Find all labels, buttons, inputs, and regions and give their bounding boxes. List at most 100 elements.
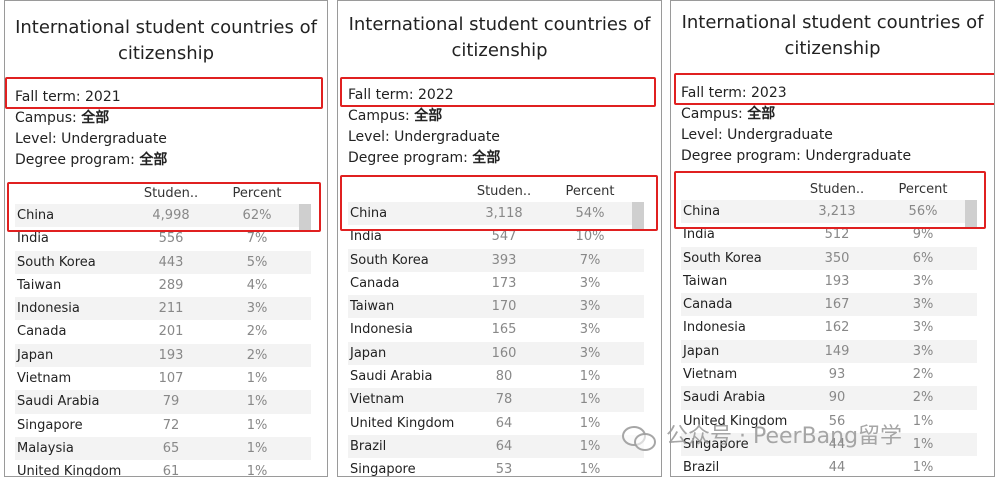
table-row[interactable]: Japan 160 3% xyxy=(348,341,644,366)
scrollbar-thumb[interactable] xyxy=(632,202,644,230)
table-row[interactable]: Indonesia 211 3% xyxy=(15,297,311,321)
table-body[interactable]: China 4,998 62% India 556 7% South Korea 443 5% T… xyxy=(15,204,311,477)
filter-degree-program[interactable]: Degree program: 全部 xyxy=(15,150,167,171)
highlight-box-fall-term xyxy=(340,77,656,107)
column-header-percent[interactable]: Percent xyxy=(898,182,948,197)
percent-cell: 1% xyxy=(579,392,601,408)
highlight-box-fall-term xyxy=(5,77,323,109)
column-header-percent[interactable]: Percent xyxy=(565,184,615,199)
country-cell: Singapore xyxy=(17,417,83,433)
filter-summary: Fall term: 2021 Campus: 全部 Level: Underg… xyxy=(15,87,167,171)
table-row[interactable]: Saudi Arabia 79 1% xyxy=(15,390,311,414)
table-row[interactable]: South Korea 393 7% xyxy=(348,248,644,272)
table-row[interactable]: United Kingdom 61 1% xyxy=(15,460,311,477)
table-row[interactable]: China 3,213 56% xyxy=(681,200,977,224)
filter-degree-program[interactable]: Degree program: 全部 xyxy=(348,148,500,169)
country-cell: Taiwan xyxy=(17,277,62,293)
table-row[interactable]: United Kingdom 64 1% xyxy=(348,412,644,435)
table-row[interactable]: Brazil 44 1% xyxy=(681,456,977,476)
percent-cell: 1% xyxy=(579,462,601,477)
table-row[interactable]: Saudi Arabia 90 2% xyxy=(681,386,977,410)
table-row[interactable]: South Korea 443 5% xyxy=(15,250,311,274)
filter-campus[interactable]: Campus: 全部 xyxy=(348,106,500,127)
scrollbar-thumb[interactable] xyxy=(299,204,311,232)
table-row[interactable]: Canada 167 3% xyxy=(681,293,977,317)
table-row[interactable]: Singapore 44 1% xyxy=(681,432,977,457)
filter-label: Level: xyxy=(15,131,62,147)
students-cell: 165 xyxy=(491,322,517,338)
table-row[interactable]: Singapore 72 1% xyxy=(15,414,311,437)
filter-campus[interactable]: Campus: 全部 xyxy=(681,104,911,125)
column-header-students[interactable]: Studen.. xyxy=(809,182,865,197)
percent-cell: 1% xyxy=(246,464,268,477)
percent-cell: 1% xyxy=(912,436,934,452)
percent-cell: 1% xyxy=(912,413,934,429)
filter-level[interactable]: Level: Undergraduate xyxy=(681,125,911,146)
table-header: Studen.. Percent xyxy=(15,183,311,204)
filter-level[interactable]: Level: Undergraduate xyxy=(15,129,167,150)
percent-cell: 62% xyxy=(242,208,272,223)
table-row[interactable]: Malaysia 65 1% xyxy=(15,436,311,461)
students-cell: 107 xyxy=(158,371,184,387)
filter-degree-program[interactable]: Degree program: Undergraduate xyxy=(681,146,911,167)
column-header-percent[interactable]: Percent xyxy=(232,186,282,201)
students-cell: 44 xyxy=(828,460,846,476)
table-row[interactable]: South Korea 350 6% xyxy=(681,246,977,270)
students-cell: 167 xyxy=(824,297,850,313)
students-cell: 93 xyxy=(828,367,846,383)
table-row[interactable]: Vietnam 93 2% xyxy=(681,363,977,386)
filter-value: 全部 xyxy=(139,152,168,168)
filter-label: Campus: xyxy=(15,110,82,126)
table-row[interactable]: United Kingdom 56 1% xyxy=(681,410,977,433)
students-cell: 53 xyxy=(495,462,513,477)
table-row[interactable]: Taiwan 193 3% xyxy=(681,270,977,293)
filter-summary: Fall term: 2023 Campus: 全部 Level: Underg… xyxy=(681,83,911,167)
table-row[interactable]: Canada 201 2% xyxy=(15,320,311,343)
table-row[interactable]: Taiwan 170 3% xyxy=(348,295,644,319)
students-cell: 4,998 xyxy=(152,208,190,223)
table-body[interactable]: China 3,118 54% India 547 10% South Korea 393 7%… xyxy=(348,202,644,477)
percent-cell: 7% xyxy=(246,231,268,247)
table-row[interactable]: India 547 10% xyxy=(348,225,644,248)
table-row[interactable]: Indonesia 162 3% xyxy=(681,316,977,339)
table-row[interactable]: Japan 193 2% xyxy=(15,343,311,368)
scrollbar-thumb[interactable] xyxy=(965,200,977,228)
filter-level[interactable]: Level: Undergraduate xyxy=(348,127,500,148)
table-row[interactable]: Japan 149 3% xyxy=(681,339,977,364)
column-header-students[interactable]: Studen.. xyxy=(143,186,199,201)
filter-label: Level: xyxy=(348,129,395,145)
filter-fall-term[interactable]: Fall term: 2022 xyxy=(348,85,500,106)
table-row[interactable]: Vietnam 78 1% xyxy=(348,388,644,412)
country-cell: China xyxy=(350,206,388,221)
filter-fall-term[interactable]: Fall term: 2021 xyxy=(15,87,167,108)
filter-value: 2021 xyxy=(85,89,121,105)
filter-summary: Fall term: 2022 Campus: 全部 Level: Underg… xyxy=(348,85,500,169)
country-cell: Saudi Arabia xyxy=(17,394,100,410)
percent-cell: 2% xyxy=(912,390,934,406)
filter-value: Undergraduate xyxy=(394,129,500,145)
table-row[interactable]: Canada 173 3% xyxy=(348,272,644,295)
students-cell: 211 xyxy=(158,301,184,317)
table-row[interactable]: China 3,118 54% xyxy=(348,202,644,226)
table-row[interactable]: Vietnam 107 1% xyxy=(15,367,311,390)
filter-fall-term[interactable]: Fall term: 2023 xyxy=(681,83,911,104)
filter-label: Fall term: xyxy=(348,87,418,103)
percent-cell: 3% xyxy=(912,297,934,313)
percent-cell: 10% xyxy=(575,229,605,245)
table-row[interactable]: Indonesia 165 3% xyxy=(348,318,644,341)
filter-campus[interactable]: Campus: 全部 xyxy=(15,108,167,129)
country-cell: Indonesia xyxy=(350,322,413,338)
column-header-students[interactable]: Studen.. xyxy=(476,184,532,199)
percent-cell: 1% xyxy=(579,415,601,431)
filter-value: 全部 xyxy=(81,110,110,126)
table-row[interactable]: Brazil 64 1% xyxy=(348,434,644,459)
table-row[interactable]: Saudi Arabia 80 1% xyxy=(348,365,644,388)
students-cell: 64 xyxy=(495,415,513,431)
table-row[interactable]: India 512 9% xyxy=(681,223,977,246)
table-row[interactable]: India 556 7% xyxy=(15,227,311,250)
table-row[interactable]: Taiwan 289 4% xyxy=(15,274,311,297)
citizenship-table: Studen.. Percent China 4,998 62% India 556 7%… xyxy=(15,183,311,476)
table-row[interactable]: China 4,998 62% xyxy=(15,204,311,228)
table-body[interactable]: China 3,213 56% India 512 9% South Korea 350 6% T… xyxy=(681,200,977,476)
table-row[interactable]: Singapore 53 1% xyxy=(348,458,644,477)
